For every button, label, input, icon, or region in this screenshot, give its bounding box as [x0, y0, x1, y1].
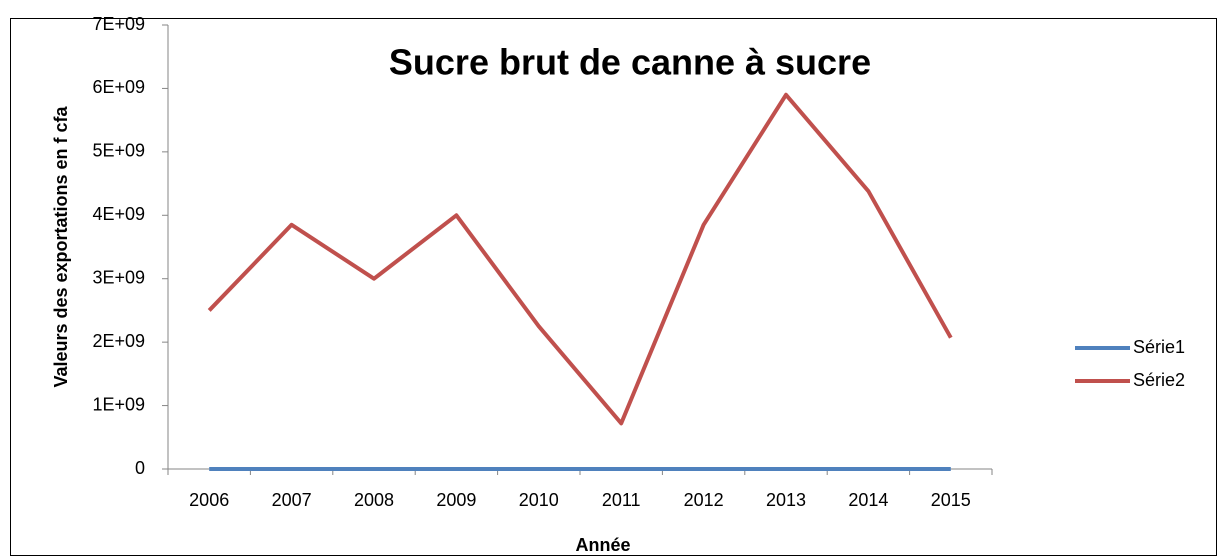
x-tick-label: 2012	[684, 490, 724, 510]
x-tick-label: 2008	[354, 490, 394, 510]
chart-title: Sucre brut de canne à sucre	[389, 42, 871, 83]
x-axis-title: Année	[575, 535, 630, 555]
x-tick-label: 2009	[436, 490, 476, 510]
y-tick-label: 1E+09	[92, 394, 145, 414]
x-tick-label: 2014	[848, 490, 888, 510]
x-tick-label: 2007	[272, 490, 312, 510]
legend-label: Série1	[1133, 337, 1185, 357]
y-tick-label: 5E+09	[92, 141, 145, 161]
y-tick-label: 0	[135, 458, 145, 478]
x-tick-label: 2006	[189, 490, 229, 510]
y-tick-label: 4E+09	[92, 204, 145, 224]
x-tick-label: 2010	[519, 490, 559, 510]
y-tick-label: 2E+09	[92, 331, 145, 351]
x-tick-label: 2011	[602, 490, 641, 510]
x-tick-label: 2015	[931, 490, 971, 510]
y-axis-title: Valeurs des exportations en f cfa	[51, 105, 71, 387]
y-tick-label: 7E+09	[92, 14, 145, 34]
x-tick-label: 2013	[766, 490, 806, 510]
chart-border	[10, 18, 1217, 556]
y-tick-label: 6E+09	[92, 77, 145, 97]
y-tick-label: 3E+09	[92, 267, 145, 287]
legend-label: Série2	[1133, 370, 1185, 390]
series-line	[207, 92, 953, 426]
